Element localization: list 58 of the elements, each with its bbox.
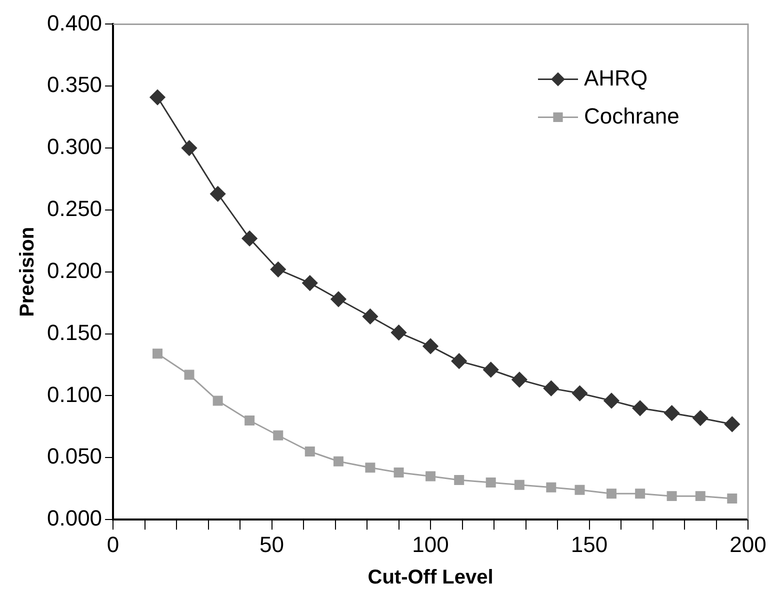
point [184,370,194,380]
y-tick-label: 0.250 [46,196,102,222]
legend-label: Cochrane [584,103,680,128]
y-tick-label: 0.050 [46,444,102,469]
point [632,400,648,416]
point [692,410,708,426]
point [606,488,616,499]
point [664,405,680,421]
y-tick-label: 0.400 [46,10,102,36]
point [572,386,588,402]
point [273,430,284,440]
point [604,392,620,408]
point [391,324,407,340]
point [242,230,258,246]
y-tick-label: 0.350 [46,72,102,98]
x-axis-title: Cut-Off Level [368,566,494,589]
x-tick-label: 200 [730,532,766,557]
point [210,186,226,202]
x-tick-label: 50 [260,532,284,557]
point [302,275,318,291]
point [483,362,499,378]
point [362,308,378,324]
point [182,140,197,156]
point [394,468,404,478]
point [727,494,738,504]
point [212,396,223,406]
y-tick-label: 0.200 [46,258,102,283]
y-tick-label: 0.300 [46,134,102,160]
y-tick-label: 0.150 [46,320,102,345]
point [666,491,677,502]
point [426,471,436,482]
point [270,262,286,278]
y-tick-label: 0.000 [46,506,102,531]
x-tick-label: 100 [412,532,449,557]
point [451,353,467,369]
point [514,480,524,490]
x-tick-label: 0 [106,532,120,557]
point [546,482,556,492]
point [150,90,166,106]
point [695,491,706,502]
point [512,372,528,388]
legend-label: AHRQ [584,65,648,90]
point [152,348,162,359]
point [454,474,464,485]
point [422,338,438,354]
point [365,462,376,473]
point [724,416,740,432]
point [635,488,646,499]
point [543,380,559,396]
point [333,456,344,466]
y-tick-label: 0.100 [46,382,102,407]
x-tick-label: 150 [570,532,608,557]
point [304,446,315,456]
point [330,291,346,307]
point [574,484,585,495]
point [244,416,255,426]
y-axis-title: Precision [16,226,39,317]
point [486,477,496,488]
